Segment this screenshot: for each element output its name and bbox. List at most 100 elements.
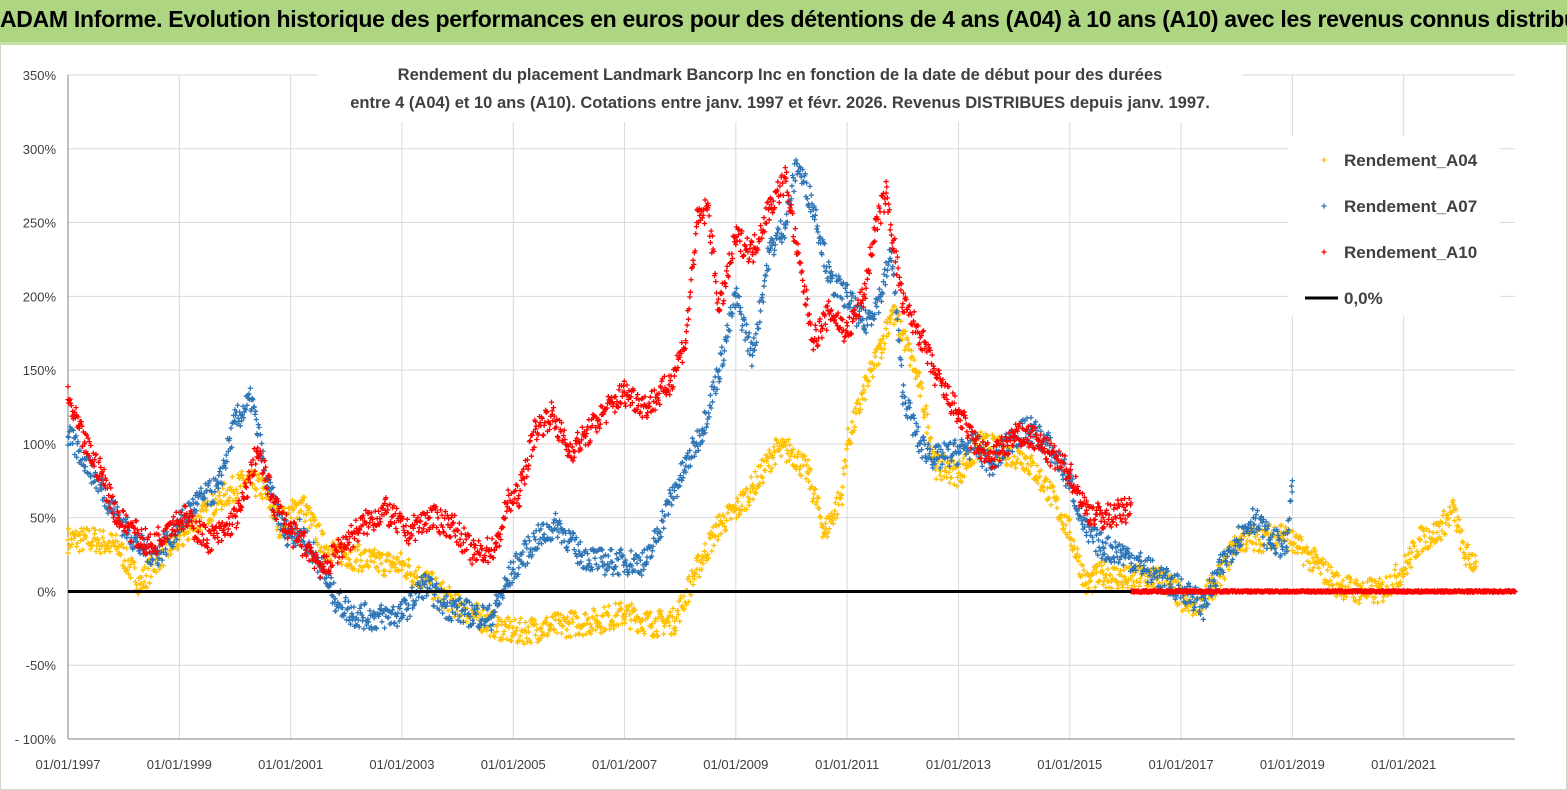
data-point xyxy=(884,333,890,340)
data-point xyxy=(950,466,956,472)
data-point xyxy=(126,564,133,570)
data-point xyxy=(517,487,523,494)
data-point xyxy=(803,476,809,482)
data-point xyxy=(1057,515,1064,521)
data-point xyxy=(101,539,107,545)
data-point xyxy=(1040,484,1046,490)
data-point xyxy=(852,405,858,411)
data-point xyxy=(629,601,635,607)
data-point xyxy=(395,568,402,574)
data-point xyxy=(411,571,417,577)
data-point xyxy=(399,567,405,573)
data-point xyxy=(1016,448,1022,454)
data-point xyxy=(927,436,933,442)
data-point xyxy=(1014,460,1020,466)
data-point xyxy=(412,537,418,543)
data-point xyxy=(990,471,996,478)
data-point xyxy=(364,531,370,537)
data-point xyxy=(582,611,589,617)
data-point xyxy=(98,550,104,556)
data-point xyxy=(416,525,422,531)
data-point xyxy=(516,620,523,626)
data-point xyxy=(587,621,593,627)
data-point xyxy=(601,604,607,610)
data-point xyxy=(505,487,511,493)
data-point xyxy=(870,374,876,380)
data-point xyxy=(313,536,319,542)
data-point xyxy=(513,628,519,634)
data-point xyxy=(860,396,866,402)
data-point xyxy=(688,592,694,598)
data-point xyxy=(403,575,410,581)
data-point xyxy=(524,635,530,641)
data-point xyxy=(512,617,518,623)
data-point xyxy=(902,394,908,400)
data-point xyxy=(250,481,256,487)
data-point xyxy=(317,548,324,554)
data-point xyxy=(385,614,392,620)
data-point xyxy=(387,568,393,574)
data-point xyxy=(725,510,731,516)
data-point xyxy=(583,631,589,637)
data-point xyxy=(748,474,754,480)
data-point xyxy=(343,551,349,558)
data-point xyxy=(1066,517,1072,524)
data-point xyxy=(826,259,832,265)
x-tick-label: 01/01/1997 xyxy=(35,757,100,772)
data-point xyxy=(1050,484,1056,490)
data-point xyxy=(796,449,802,455)
y-tick-label: 250% xyxy=(23,216,57,231)
data-point xyxy=(1451,518,1458,524)
data-point xyxy=(538,635,544,642)
data-point xyxy=(1034,462,1040,469)
data-point xyxy=(677,596,684,602)
x-tick-label: 01/01/2005 xyxy=(481,757,546,772)
data-point xyxy=(367,553,374,559)
data-point xyxy=(302,518,308,525)
data-point xyxy=(700,561,706,567)
data-point xyxy=(1027,471,1033,477)
data-point xyxy=(126,571,132,577)
data-point xyxy=(386,552,392,558)
data-point xyxy=(709,548,715,554)
data-point xyxy=(93,451,99,457)
data-point xyxy=(652,618,658,625)
data-point xyxy=(78,538,84,544)
data-point xyxy=(853,410,859,416)
data-point xyxy=(1032,476,1038,483)
data-point xyxy=(914,373,921,379)
data-point xyxy=(168,551,174,557)
data-point xyxy=(715,537,721,543)
data-point xyxy=(593,561,599,567)
data-point xyxy=(731,509,737,515)
data-point xyxy=(908,347,915,354)
data-point xyxy=(857,401,863,407)
data-point xyxy=(880,336,886,342)
data-point xyxy=(701,548,708,554)
data-point xyxy=(211,512,217,518)
data-point xyxy=(259,495,265,502)
data-point xyxy=(113,532,119,538)
data-point xyxy=(847,439,853,446)
data-point xyxy=(1011,453,1017,460)
data-point xyxy=(1025,461,1031,467)
data-point xyxy=(915,383,921,389)
data-point xyxy=(845,426,851,432)
data-point xyxy=(391,564,398,570)
data-point xyxy=(960,461,966,467)
data-point xyxy=(552,510,559,517)
data-point xyxy=(1071,544,1078,550)
data-point xyxy=(452,613,458,620)
data-point xyxy=(65,433,71,440)
data-point xyxy=(351,535,358,542)
data-point xyxy=(667,487,673,493)
data-point xyxy=(889,307,895,313)
data-point xyxy=(919,385,925,391)
data-point xyxy=(653,628,659,634)
data-point xyxy=(560,623,566,630)
data-point xyxy=(954,483,960,489)
data-point xyxy=(586,557,592,563)
data-point xyxy=(484,628,490,634)
data-point xyxy=(808,192,814,198)
